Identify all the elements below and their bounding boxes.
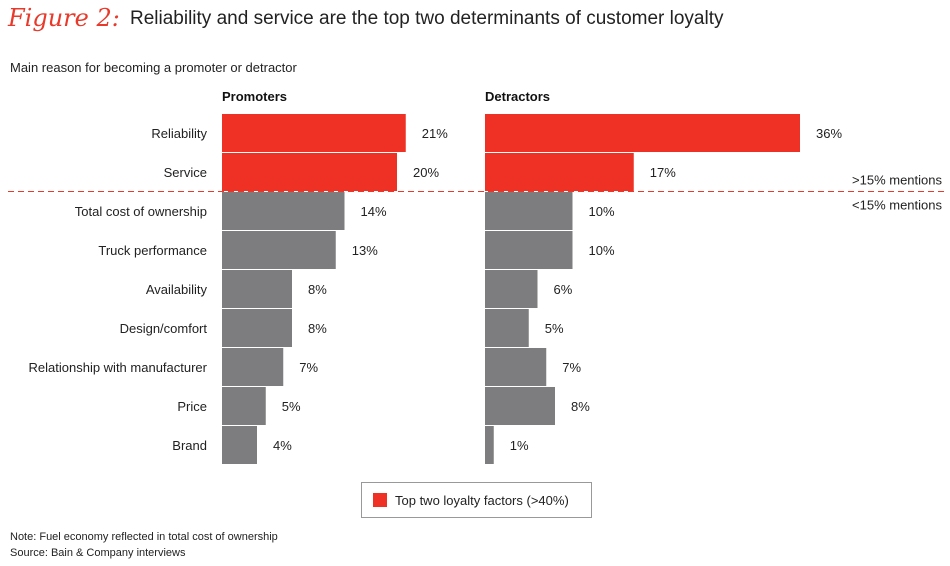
detractors-bar-7 — [485, 348, 547, 386]
promoters-bar-1 — [222, 114, 406, 152]
promoters-value-label: 8% — [308, 282, 327, 297]
promoters-bar-9 — [222, 426, 257, 464]
detractors-value-label: 10% — [589, 204, 615, 219]
promoters-bar-6 — [222, 309, 292, 347]
category-label: Design/comfort — [120, 321, 208, 336]
figure-label: Figure 2: — [8, 4, 120, 32]
detractors-value-label: 1% — [510, 438, 529, 453]
promoters-value-label: 13% — [352, 243, 378, 258]
detractors-bar-3 — [485, 192, 573, 230]
detractors-value-label: 6% — [554, 282, 573, 297]
promoters-bar-3 — [222, 192, 345, 230]
detractors-value-label: 5% — [545, 321, 564, 336]
category-label: Price — [177, 399, 207, 414]
detractors-value-label: 7% — [562, 360, 581, 375]
detractors-value-label: 8% — [571, 399, 590, 414]
promoters-value-label: 14% — [361, 204, 387, 219]
category-label: Reliability — [151, 126, 207, 141]
panel-header-detractors: Detractors — [485, 89, 550, 104]
promoters-value-label: 5% — [282, 399, 301, 414]
promoters-value-label: 8% — [308, 321, 327, 336]
promoters-bar-7 — [222, 348, 284, 386]
source-note: Source: Bain & Company interviews — [10, 547, 186, 559]
threshold-below-label: <15% mentions — [852, 198, 942, 213]
detractors-bar-1 — [485, 114, 800, 152]
category-label: Service — [164, 165, 207, 180]
detractors-bar-5 — [485, 270, 538, 308]
detractors-value-label: 10% — [589, 243, 615, 258]
panel-header-promoters: Promoters — [222, 89, 287, 104]
detractors-bar-2 — [485, 153, 634, 191]
detractors-value-label: 36% — [816, 126, 842, 141]
promoters-value-label: 4% — [273, 438, 292, 453]
category-label: Availability — [146, 282, 208, 297]
promoters-bar-2 — [222, 153, 397, 191]
footnote: Note: Fuel economy reflected in total co… — [10, 531, 278, 543]
promoters-bar-5 — [222, 270, 292, 308]
detractors-value-label: 17% — [650, 165, 676, 180]
detractors-bar-9 — [485, 426, 494, 464]
category-label: Total cost of ownership — [75, 204, 207, 219]
chart-subtitle: Main reason for becoming a promoter or d… — [10, 60, 297, 75]
promoters-bar-8 — [222, 387, 266, 425]
category-label: Relationship with manufacturer — [29, 360, 208, 375]
legend-swatch — [373, 493, 387, 507]
promoters-value-label: 21% — [422, 126, 448, 141]
detractors-bar-4 — [485, 231, 573, 269]
detractors-bar-6 — [485, 309, 529, 347]
category-label: Brand — [172, 438, 207, 453]
legend: Top two loyalty factors (>40%) — [361, 482, 592, 518]
promoters-bar-4 — [222, 231, 336, 269]
chart-title: Reliability and service are the top two … — [130, 8, 724, 29]
detractors-bar-8 — [485, 387, 555, 425]
promoters-value-label: 20% — [413, 165, 439, 180]
threshold-above-label: >15% mentions — [852, 173, 942, 188]
category-label: Truck performance — [98, 243, 207, 258]
promoters-value-label: 7% — [299, 360, 318, 375]
legend-label: Top two loyalty factors (>40%) — [395, 492, 569, 508]
